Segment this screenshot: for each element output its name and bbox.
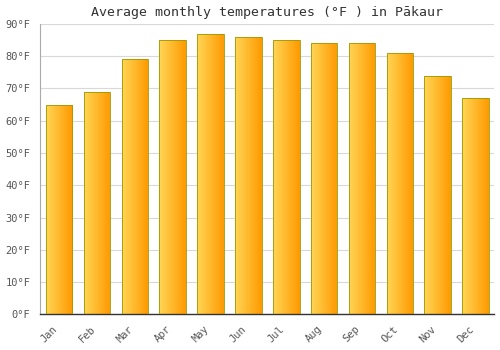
Bar	[198, 34, 224, 314]
Bar	[84, 92, 110, 314]
Bar	[348, 43, 375, 314]
Bar	[122, 60, 148, 314]
Title: Average monthly temperatures (°F ) in Pākaur: Average monthly temperatures (°F ) in Pā…	[92, 6, 444, 19]
Bar	[386, 53, 413, 314]
Bar	[424, 76, 451, 314]
Bar	[462, 98, 489, 314]
Bar	[311, 43, 338, 314]
Bar	[160, 40, 186, 314]
Bar	[46, 105, 72, 314]
Bar	[235, 37, 262, 314]
Bar	[273, 40, 299, 314]
